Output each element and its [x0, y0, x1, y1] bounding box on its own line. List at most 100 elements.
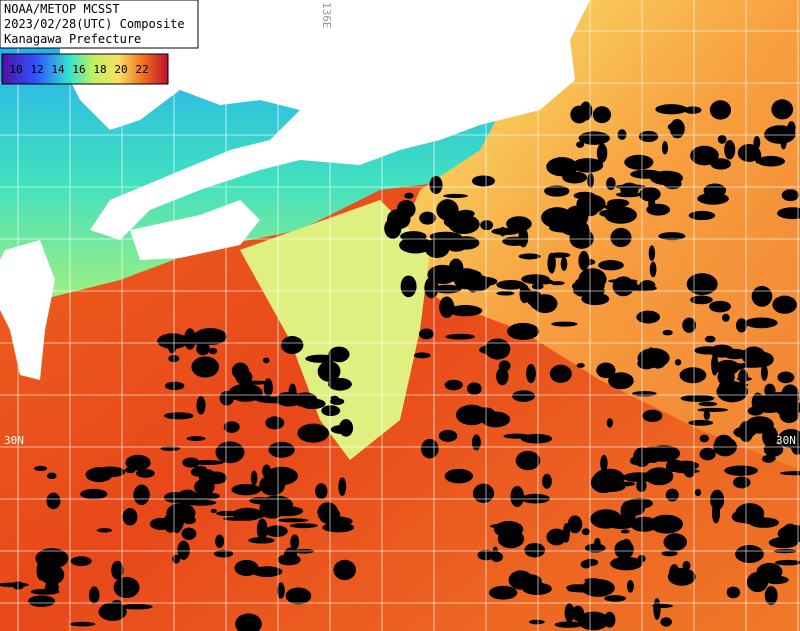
cloud: [642, 409, 663, 423]
cloud: [698, 401, 718, 407]
cloud: [524, 543, 546, 558]
cloud: [248, 537, 275, 544]
cloud: [46, 492, 61, 510]
cloud: [760, 364, 768, 381]
cloud: [88, 586, 100, 604]
cloud: [439, 296, 455, 319]
cloud: [256, 518, 268, 541]
cloud: [443, 193, 468, 198]
cloud: [650, 170, 684, 186]
cloud: [576, 194, 606, 214]
cloud: [669, 564, 680, 581]
cloud: [507, 322, 540, 340]
cloud: [438, 429, 458, 442]
cloud: [94, 466, 126, 478]
cloud: [648, 245, 656, 261]
cloud: [622, 472, 657, 483]
cloud: [528, 619, 545, 625]
cloud: [259, 495, 294, 516]
cloud: [724, 465, 758, 476]
cloud: [292, 392, 318, 408]
cloud: [629, 456, 644, 466]
cloud: [455, 404, 488, 426]
cloud: [790, 432, 800, 455]
cloud: [457, 209, 475, 218]
cloud: [737, 143, 761, 162]
cloud: [526, 363, 536, 384]
cloud: [40, 564, 65, 585]
cloud: [618, 481, 635, 487]
cloud: [744, 317, 778, 329]
cloud: [551, 321, 578, 327]
legend-tick-label: 22: [135, 63, 148, 76]
cloud: [668, 542, 679, 547]
cloud: [763, 442, 784, 457]
cloud: [503, 433, 531, 439]
cloud: [518, 227, 529, 248]
cloud: [608, 372, 634, 390]
cloud: [133, 484, 150, 506]
latitude-label: 30N: [4, 434, 24, 447]
cloud: [731, 510, 752, 523]
cloud: [510, 485, 525, 508]
cloud: [281, 336, 304, 355]
cloud: [157, 333, 189, 349]
legend-tick-label: 10: [9, 63, 22, 76]
cloud: [322, 522, 355, 533]
cloud: [699, 447, 716, 461]
cloud: [622, 280, 638, 291]
cloud: [753, 135, 761, 150]
cloud: [630, 516, 658, 532]
cloud: [711, 353, 719, 376]
cloud: [317, 502, 339, 523]
cloud: [125, 454, 151, 471]
cloud: [418, 328, 434, 340]
cloud: [578, 131, 610, 145]
header-box: [0, 0, 199, 49]
cloud: [34, 465, 48, 471]
cloud: [182, 516, 196, 525]
cloud: [782, 523, 799, 542]
cloud: [604, 595, 627, 602]
cloud: [550, 281, 565, 286]
cloud: [424, 277, 439, 299]
cloud: [682, 561, 691, 571]
cloud: [733, 476, 751, 489]
cloud: [251, 566, 283, 577]
cloud: [193, 465, 207, 473]
cloud: [488, 585, 518, 600]
cloud: [658, 232, 686, 241]
cloud: [639, 187, 661, 202]
cloud: [581, 258, 596, 266]
cloud: [521, 274, 550, 285]
cloud: [718, 382, 749, 388]
cloud: [614, 540, 634, 560]
cloud: [164, 491, 186, 503]
cloud: [738, 369, 749, 384]
cloud: [649, 514, 684, 534]
land-shikoku: [130, 200, 260, 260]
cloud: [680, 394, 715, 402]
cloud: [590, 472, 618, 494]
cloud: [610, 227, 632, 248]
cloud: [542, 473, 552, 489]
cloud: [289, 523, 318, 529]
cloud: [711, 502, 721, 524]
cloud: [777, 371, 795, 384]
cloud: [682, 372, 700, 382]
cloud: [546, 528, 567, 546]
cloud: [548, 252, 571, 258]
cloud: [649, 261, 657, 278]
cloud: [699, 434, 709, 443]
cloud: [748, 517, 779, 528]
cloud: [194, 478, 215, 496]
cloud: [660, 617, 672, 627]
cloud: [264, 466, 298, 486]
cloud: [604, 206, 637, 224]
cloud: [235, 613, 262, 631]
cloud: [499, 226, 506, 237]
cloud: [751, 285, 773, 307]
cloud: [508, 570, 533, 590]
cloud: [208, 347, 218, 355]
cloud: [642, 446, 663, 463]
